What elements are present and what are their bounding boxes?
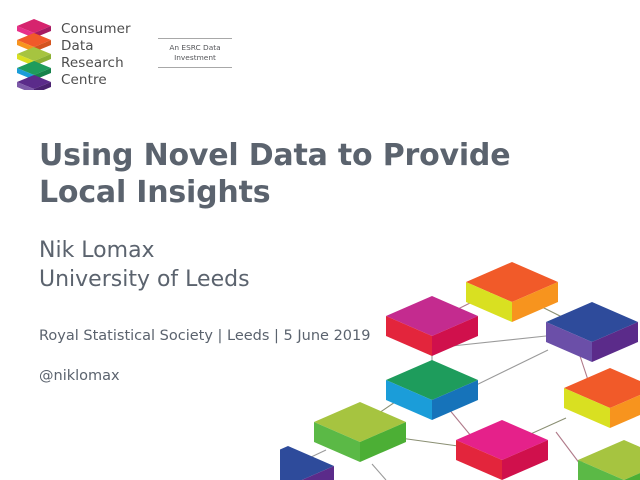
cube-connector-lines (291, 291, 627, 480)
cube-blue-right (546, 302, 638, 362)
twitter-handle: @niklomax (39, 368, 120, 384)
presenter-affiliation: University of Leeds (39, 267, 250, 293)
cube-green-lower (314, 402, 406, 462)
presenter-name: Nik Lomax (39, 238, 155, 263)
cube-green-corner (578, 440, 640, 480)
wordmark-line-4: Centre (61, 72, 107, 88)
esrc-rule-bottom (158, 67, 232, 69)
cube-orange-top (466, 262, 558, 322)
esrc-endorsement-text: An ESRC Data Investment (158, 43, 232, 63)
cube-blue-bottom (280, 446, 334, 480)
logo-layer-purple (17, 75, 51, 90)
cdrc-wordmark: Consumer Data Research Centre (61, 21, 131, 89)
cdrc-logo: Consumer Data Research Centre (14, 18, 131, 90)
slide-title-line-1: Using Novel Data to Provide (39, 138, 511, 174)
esrc-line-1: An ESRC Data (169, 43, 221, 52)
esrc-rule-top (158, 38, 232, 39)
cube-orange-right (564, 368, 640, 428)
slide-title: Using Novel Data to Provide Local Insigh… (39, 138, 579, 212)
isometric-cube-network-decoration (280, 250, 640, 480)
wordmark-line-3: Research (61, 55, 124, 71)
presenter-block: Nik Lomax University of Leeds (39, 236, 250, 295)
esrc-endorsement: An ESRC Data Investment (158, 38, 232, 69)
cube-magenta-upper (386, 296, 478, 356)
cube-teal-middle (386, 360, 478, 420)
slide-title-line-2: Local Insights (39, 174, 271, 210)
wordmark-line-1: Consumer (61, 21, 131, 37)
stacked-cubes-logo-icon (14, 18, 54, 90)
cube-magenta-bottom (456, 420, 548, 480)
esrc-line-2: Investment (174, 53, 216, 63)
wordmark-line-2: Data (61, 38, 94, 54)
event-details: Royal Statistical Society | Leeds | 5 Ju… (39, 328, 371, 344)
